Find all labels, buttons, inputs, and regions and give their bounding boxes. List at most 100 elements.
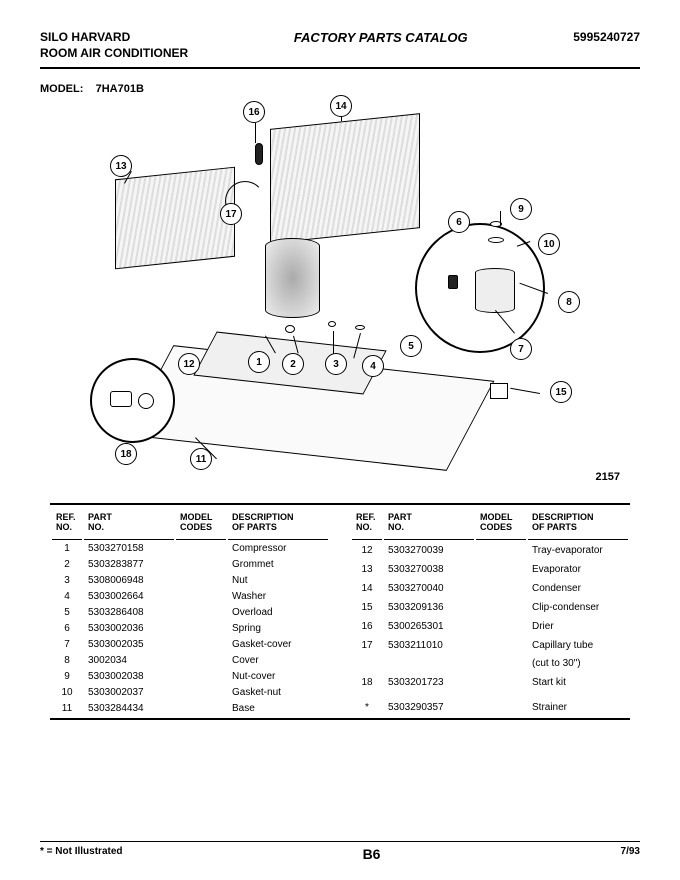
footer-note: * = Not Illustrated — [40, 846, 123, 862]
cell-desc: (cut to 30") — [528, 656, 628, 673]
footer-date: 7/93 — [621, 846, 640, 862]
cell-desc: Base — [228, 702, 328, 716]
table-row: 95303002038Nut-cover — [52, 670, 328, 684]
cell-desc: Spring — [228, 622, 328, 636]
cell-desc: Nut — [228, 574, 328, 588]
cell-ref: 6 — [52, 622, 82, 636]
cell-model — [176, 702, 226, 716]
cell-ref: 9 — [52, 670, 82, 684]
cell-part: 5303270158 — [84, 542, 174, 556]
page-header: SILO HARVARD ROOM AIR CONDITIONER FACTOR… — [40, 30, 640, 61]
brand-line-1: SILO HARVARD — [40, 30, 188, 46]
parts-table-right: REF.NO. PARTNO. MODELCODES DESCRIPTIONOF… — [350, 505, 630, 718]
col-model: MODELCODES — [176, 507, 226, 540]
cell-model — [476, 674, 526, 691]
cell-ref — [352, 656, 382, 673]
col-desc: DESCRIPTIONOF PARTS — [228, 507, 328, 540]
cell-ref: 17 — [352, 637, 382, 654]
cell-ref: 13 — [352, 561, 382, 578]
cell-ref: 7 — [52, 638, 82, 652]
table-row: 35308006948Nut — [52, 574, 328, 588]
cell-ref: 5 — [52, 606, 82, 620]
drier-shape — [255, 143, 263, 165]
cell-ref: 10 — [52, 686, 82, 700]
callout-5: 5 — [400, 335, 422, 357]
cell-part: 5303270038 — [384, 561, 474, 578]
cell-desc: Cover — [228, 654, 328, 668]
footer-page: B6 — [363, 846, 381, 862]
grommet-shape — [285, 325, 295, 333]
table-row: 75303002035Gasket-cover — [52, 638, 328, 652]
table-row: 65303002036Spring — [52, 622, 328, 636]
cell-desc: Capillary tube — [528, 637, 628, 654]
cell-desc: Strainer — [528, 699, 628, 716]
cell-model — [476, 699, 526, 716]
cell-model — [476, 618, 526, 635]
cell-model — [176, 638, 226, 652]
cell-desc: Tray-evaporator — [528, 542, 628, 559]
table-row: 83002034Cover — [52, 654, 328, 668]
cell-ref: 8 — [52, 654, 82, 668]
callout-17: 17 — [220, 203, 242, 225]
cell-desc: Grommet — [228, 558, 328, 572]
leader — [510, 388, 540, 394]
cell-model — [476, 693, 526, 697]
cell-part: 5303211010 — [384, 637, 474, 654]
cell-ref — [352, 693, 382, 697]
col-desc: DESCRIPTIONOF PARTS — [528, 507, 628, 540]
callout-11: 11 — [190, 448, 212, 470]
model-value: 7HA701B — [96, 83, 144, 95]
cell-part: 5308006948 — [84, 574, 174, 588]
table-row: 165300265301Drier — [352, 618, 628, 635]
clip-shape — [490, 383, 508, 399]
table-row: 55303286408 Overload — [52, 606, 328, 620]
col-part: PARTNO. — [384, 507, 474, 540]
table-row: 25303283877 Grommet — [52, 558, 328, 572]
cell-desc: Start kit — [528, 674, 628, 691]
callout-16: 16 — [243, 101, 265, 123]
cell-desc: Drier — [528, 618, 628, 635]
table-row: 105303002037Gasket-nut — [52, 686, 328, 700]
leader — [255, 123, 256, 143]
cell-model — [176, 590, 226, 604]
cell-model — [476, 637, 526, 654]
cell-model — [476, 561, 526, 578]
cell-model — [176, 654, 226, 668]
callout-8: 8 — [558, 291, 580, 313]
cell-model — [176, 606, 226, 620]
detail-start-kit — [90, 358, 175, 443]
table-row: 15303270158Compressor — [52, 542, 328, 556]
cell-ref: 4 — [52, 590, 82, 604]
cell-ref: 11 — [52, 702, 82, 716]
cell-model — [476, 580, 526, 597]
cell-model — [476, 542, 526, 559]
cell-part: 5303283877 — [84, 558, 174, 572]
cell-model — [176, 670, 226, 684]
cell-desc: Condenser — [528, 580, 628, 597]
cell-ref: 1 — [52, 542, 82, 556]
washer-shape — [355, 325, 365, 330]
table-row: 135303270038Evaporator — [352, 561, 628, 578]
leader — [500, 211, 501, 225]
callout-14: 14 — [330, 95, 352, 117]
cell-desc: Clip-condenser — [528, 599, 628, 616]
cell-part: 5303284434 — [84, 702, 174, 716]
condenser-shape — [270, 113, 420, 244]
callout-18: 18 — [115, 443, 137, 465]
col-ref: REF.NO. — [352, 507, 382, 540]
footer-divider — [40, 841, 640, 842]
callout-7: 7 — [510, 338, 532, 360]
model-row: MODEL: 7HA701B — [40, 83, 640, 95]
cell-part: 5303002037 — [84, 686, 174, 700]
cell-part: 5303270039 — [384, 542, 474, 559]
cell-model — [476, 656, 526, 673]
cell-desc: Overload — [228, 606, 328, 620]
model-label: MODEL: — [40, 83, 83, 95]
spring-shape — [448, 275, 458, 289]
page-footer: * = Not Illustrated B6 7/93 — [40, 841, 640, 862]
cell-part: 5303002035 — [84, 638, 174, 652]
cell-part: 5303286408 — [84, 606, 174, 620]
cell-ref: 2 — [52, 558, 82, 572]
catalog-title: FACTORY PARTS CATALOG — [294, 30, 468, 45]
cell-desc: Washer — [228, 590, 328, 604]
